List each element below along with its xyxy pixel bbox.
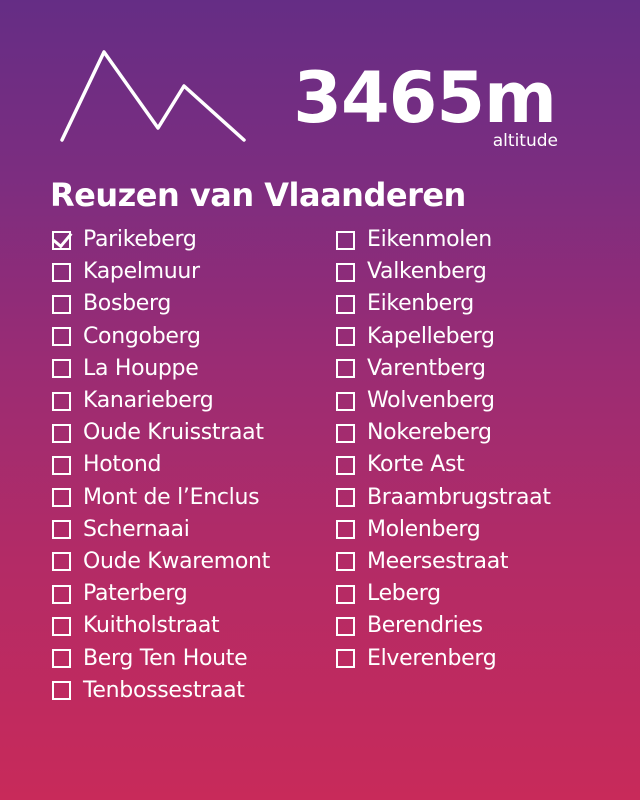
checklist-item[interactable]: Eikenmolen (336, 224, 551, 256)
checklist-item[interactable]: Oude Kruisstraat (52, 417, 270, 449)
checklist-item[interactable]: Nokereberg (336, 417, 551, 449)
checkbox[interactable] (52, 455, 71, 475)
checklist-item-label: Schernaai (83, 516, 190, 542)
checkbox[interactable] (52, 616, 71, 636)
checkbox[interactable] (336, 359, 355, 379)
checklist-item[interactable]: Eikenberg (336, 288, 551, 320)
checkbox[interactable] (52, 262, 71, 282)
altitude-unit-label: altitude (492, 131, 558, 151)
checklist-item[interactable]: Meersestraat (336, 546, 551, 578)
checkbox[interactable] (336, 455, 355, 475)
checklist-item-label: Molenberg (367, 516, 481, 542)
checklist-item-label: Eikenberg (367, 291, 474, 317)
checklist-item[interactable]: Berg Ten Houte (52, 642, 270, 674)
checklist-item-label: Congoberg (83, 323, 201, 349)
checklist-item-label: Leberg (367, 581, 441, 607)
checklist-item[interactable]: Leberg (336, 578, 551, 610)
checkbox[interactable] (52, 584, 71, 604)
checkbox[interactable] (336, 616, 355, 636)
checklist-item-label: Hotond (83, 452, 162, 478)
checklist-item[interactable]: Bosberg (52, 288, 270, 320)
checkbox[interactable] (336, 391, 355, 411)
checklist-item-label: Meersestraat (367, 548, 509, 574)
checklist-item[interactable]: Korte Ast (336, 449, 551, 481)
checklist-item[interactable]: Valkenberg (336, 256, 551, 288)
checklist-item-label: Bosberg (83, 291, 172, 317)
checklist-item-label: Korte Ast (367, 452, 465, 478)
checklist-left-column: Parikeberg Kapelmuur Bosberg Congoberg La Ho… (52, 224, 270, 707)
checkbox[interactable] (336, 584, 355, 604)
checklist-item[interactable]: Varentberg (336, 353, 551, 385)
checklist-item[interactable]: Tenbossestraat (52, 675, 270, 707)
checklist-item[interactable]: Wolvenberg (336, 385, 551, 417)
altitude-value: 3465m (293, 57, 557, 139)
checklist-item-label: Kuitholstraat (83, 613, 220, 639)
checklist-item-label: Kanarieberg (83, 388, 214, 414)
checklist-item-label: Paterberg (83, 581, 188, 607)
checkbox[interactable] (336, 230, 355, 250)
checklist-item-label: Valkenberg (367, 259, 487, 285)
checkbox[interactable] (52, 359, 71, 379)
checkbox[interactable] (52, 488, 71, 508)
checklist-item-label: Parikeberg (83, 227, 197, 253)
checklist-item-label: Oude Kruisstraat (83, 420, 264, 446)
checklist-item-label: Mont de l’Enclus (83, 484, 260, 510)
checklist-item[interactable]: Molenberg (336, 514, 551, 546)
checklist-item[interactable]: Oude Kwaremont (52, 546, 270, 578)
checkbox[interactable] (336, 649, 355, 669)
checklist-item[interactable]: Braambrugstraat (336, 482, 551, 514)
checkbox[interactable] (336, 262, 355, 282)
checklist-item[interactable]: Paterberg (52, 578, 270, 610)
checklist-item[interactable]: Elverenberg (336, 642, 551, 674)
checkbox[interactable] (336, 488, 355, 508)
checklist-item[interactable]: Congoberg (52, 321, 270, 353)
checkbox[interactable] (336, 423, 355, 443)
checklist-item-label: La Houppe (83, 355, 199, 381)
checkbox[interactable] (336, 327, 355, 347)
checklist-item-label: Varentberg (367, 355, 486, 381)
checklist-item[interactable]: Mont de l’Enclus (52, 482, 270, 514)
checkbox[interactable] (52, 294, 71, 314)
mountain-icon (60, 50, 246, 142)
checkbox[interactable] (52, 327, 71, 347)
checklist-item[interactable]: Parikeberg (52, 224, 270, 256)
checkbox[interactable] (52, 681, 71, 701)
checklist-item-label: Tenbossestraat (83, 677, 245, 703)
checklist-item-label: Kapelmuur (83, 259, 200, 285)
checklist-item-label: Berendries (367, 613, 483, 639)
checklist-item[interactable]: Schernaai (52, 514, 270, 546)
page-title: Reuzen van Vlaanderen (50, 176, 466, 214)
checklist-item-label: Berg Ten Houte (83, 645, 248, 671)
checklist-item-label: Eikenmolen (367, 227, 492, 253)
checklist-item[interactable]: Kapelleberg (336, 321, 551, 353)
checklist-item[interactable]: Kuitholstraat (52, 610, 270, 642)
checkbox[interactable] (336, 294, 355, 314)
checklist-item-label: Kapelleberg (367, 323, 495, 349)
checkbox[interactable] (52, 552, 71, 572)
checkbox[interactable] (52, 423, 71, 443)
checkbox[interactable] (336, 520, 355, 540)
altitude-display: 3465m altitude (293, 57, 558, 151)
checklist-item[interactable]: Kapelmuur (52, 256, 270, 288)
checkbox[interactable] (336, 552, 355, 572)
checkbox[interactable] (52, 649, 71, 669)
checkbox[interactable] (52, 391, 71, 411)
checklist-item-label: Oude Kwaremont (83, 548, 271, 574)
checklist-item-label: Braambrugstraat (367, 484, 551, 510)
checked-checkbox[interactable] (52, 230, 71, 250)
checklist-item[interactable]: Hotond (52, 449, 270, 481)
checklist-item-label: Elverenberg (367, 645, 497, 671)
checklist-item[interactable]: Berendries (336, 610, 551, 642)
checkbox[interactable] (52, 520, 71, 540)
checklist-item-label: Wolvenberg (367, 388, 495, 414)
checklist-item[interactable]: La Houppe (52, 353, 270, 385)
checklist-right-column: Eikenmolen Valkenberg Eikenberg Kapelleberg… (336, 224, 551, 675)
checklist-item[interactable]: Kanarieberg (52, 385, 270, 417)
checklist-item-label: Nokereberg (367, 420, 492, 446)
